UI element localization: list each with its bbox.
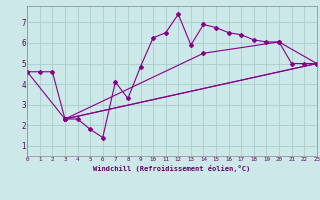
X-axis label: Windchill (Refroidissement éolien,°C): Windchill (Refroidissement éolien,°C) — [93, 165, 251, 172]
